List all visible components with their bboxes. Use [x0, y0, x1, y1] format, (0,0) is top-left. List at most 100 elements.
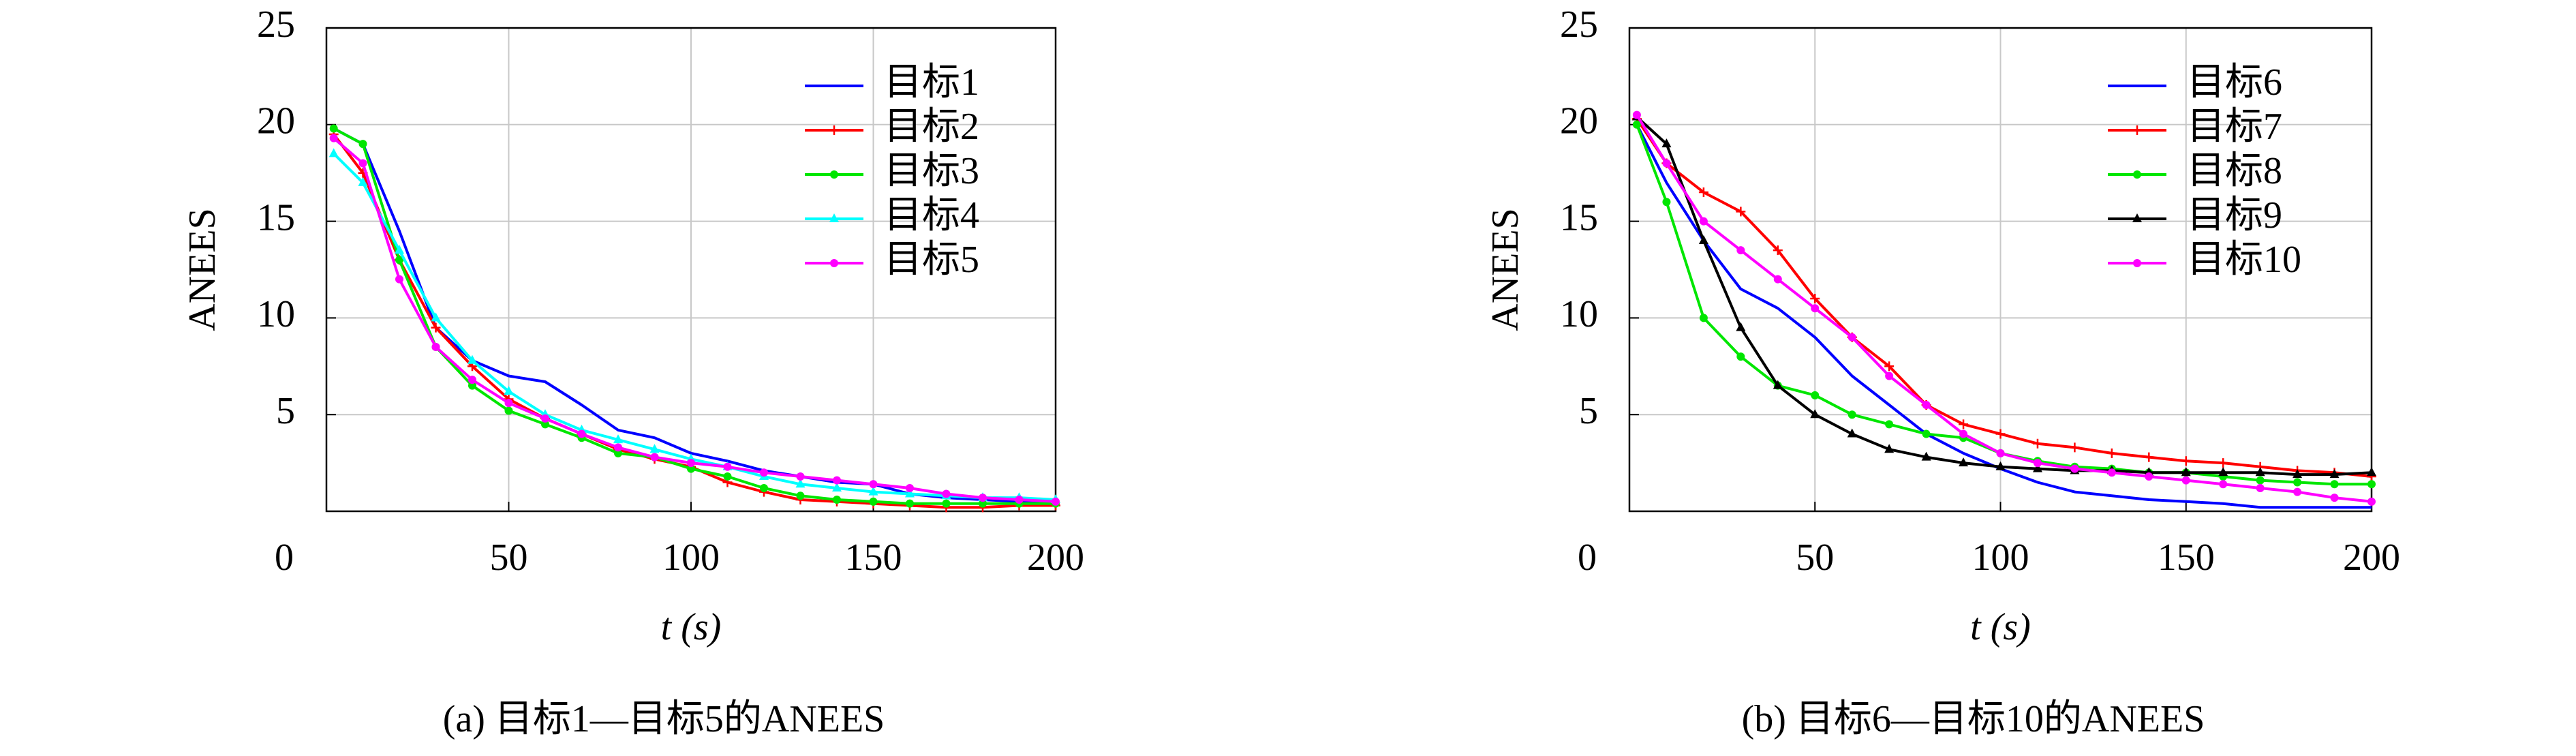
x-axis-label: t (s) [661, 606, 722, 648]
series-line [333, 137, 1056, 503]
y-axis-label: ANEES [181, 208, 224, 331]
marker [1921, 451, 1931, 461]
legend-marker [2133, 259, 2141, 267]
marker [2032, 463, 2042, 472]
marker [328, 148, 339, 157]
marker [1773, 245, 1783, 256]
marker [2145, 472, 2153, 481]
marker [2293, 487, 2302, 496]
y-tick-label: 10 [1560, 293, 1598, 335]
marker [1662, 198, 1671, 207]
marker [796, 472, 805, 481]
x-tick-label: 0 [1578, 536, 1597, 579]
marker [1995, 429, 2006, 439]
y-tick-label: 5 [276, 390, 295, 432]
legend-marker [2132, 213, 2142, 222]
marker [2367, 480, 2376, 489]
marker [1847, 428, 1857, 438]
legend-label: 目标10 [2187, 239, 2301, 281]
x-axis-label: t (s) [1970, 606, 2031, 648]
marker [358, 159, 367, 168]
marker [1698, 235, 1708, 244]
y-tick-label: 5 [1579, 390, 1598, 432]
marker [760, 468, 768, 477]
plot-frame [325, 27, 1057, 513]
marker [979, 499, 987, 508]
marker [1736, 352, 1745, 361]
marker [2218, 458, 2228, 468]
legend-marker [829, 213, 839, 222]
marker [1995, 461, 2006, 470]
marker [1662, 159, 1671, 168]
marker [541, 420, 549, 429]
marker [1773, 275, 1782, 284]
marker [2181, 456, 2191, 466]
x-tick-label: 50 [490, 536, 528, 579]
marker [614, 449, 622, 457]
marker [760, 483, 768, 492]
legend-label: 目标9 [2187, 194, 2282, 237]
marker [577, 429, 586, 438]
marker [906, 483, 914, 492]
marker [868, 486, 878, 496]
marker [467, 354, 477, 364]
marker [468, 376, 476, 384]
marker [395, 256, 403, 264]
marker [1885, 420, 1894, 429]
x-tick-label: 200 [1027, 536, 1084, 579]
marker [1661, 138, 1672, 148]
marker [1847, 333, 1856, 342]
legend-marker [830, 170, 838, 179]
marker [1811, 304, 1820, 313]
x-tick-label: 150 [845, 536, 902, 579]
marker [1773, 380, 1783, 389]
marker [468, 381, 476, 390]
legend-label: 目标8 [2187, 150, 2282, 192]
marker [2218, 467, 2228, 477]
y-tick-label: 25 [1560, 3, 1598, 46]
marker [358, 177, 368, 186]
marker [1699, 217, 1708, 226]
marker [833, 476, 841, 485]
marker [1810, 409, 1820, 419]
legend-label: 目标7 [2187, 106, 2282, 148]
marker [2330, 480, 2339, 489]
marker [942, 489, 951, 498]
marker [905, 488, 915, 498]
marker [1736, 322, 1746, 331]
marker [833, 495, 841, 504]
marker [649, 444, 660, 453]
x-tick-label: 100 [1972, 536, 2029, 579]
marker [2367, 467, 2376, 477]
marker [2256, 476, 2265, 485]
x-tick-label: 150 [2158, 536, 2215, 579]
marker [2256, 483, 2265, 492]
y-tick-label: 15 [257, 196, 295, 239]
marker [1810, 294, 1820, 304]
marker [795, 479, 806, 488]
marker [395, 245, 404, 254]
marker [1699, 314, 1708, 322]
marker [504, 386, 514, 395]
marker [2293, 478, 2302, 487]
y-tick-label: 15 [1560, 196, 1598, 239]
marker [979, 494, 987, 502]
marker [1996, 449, 2005, 457]
marker [2329, 469, 2340, 479]
marker [1698, 187, 1708, 198]
marker [2144, 452, 2154, 462]
plot-frame [1628, 27, 2373, 513]
legend-label: 目标6 [2187, 61, 2282, 104]
marker [2107, 468, 2116, 477]
marker [2367, 497, 2376, 506]
marker [2330, 494, 2339, 502]
marker [650, 453, 659, 462]
legend-label: 目标5 [884, 239, 979, 281]
marker [1847, 410, 1856, 419]
x-tick-label: 0 [275, 536, 294, 579]
marker [1959, 457, 1969, 467]
marker [1884, 361, 1895, 372]
